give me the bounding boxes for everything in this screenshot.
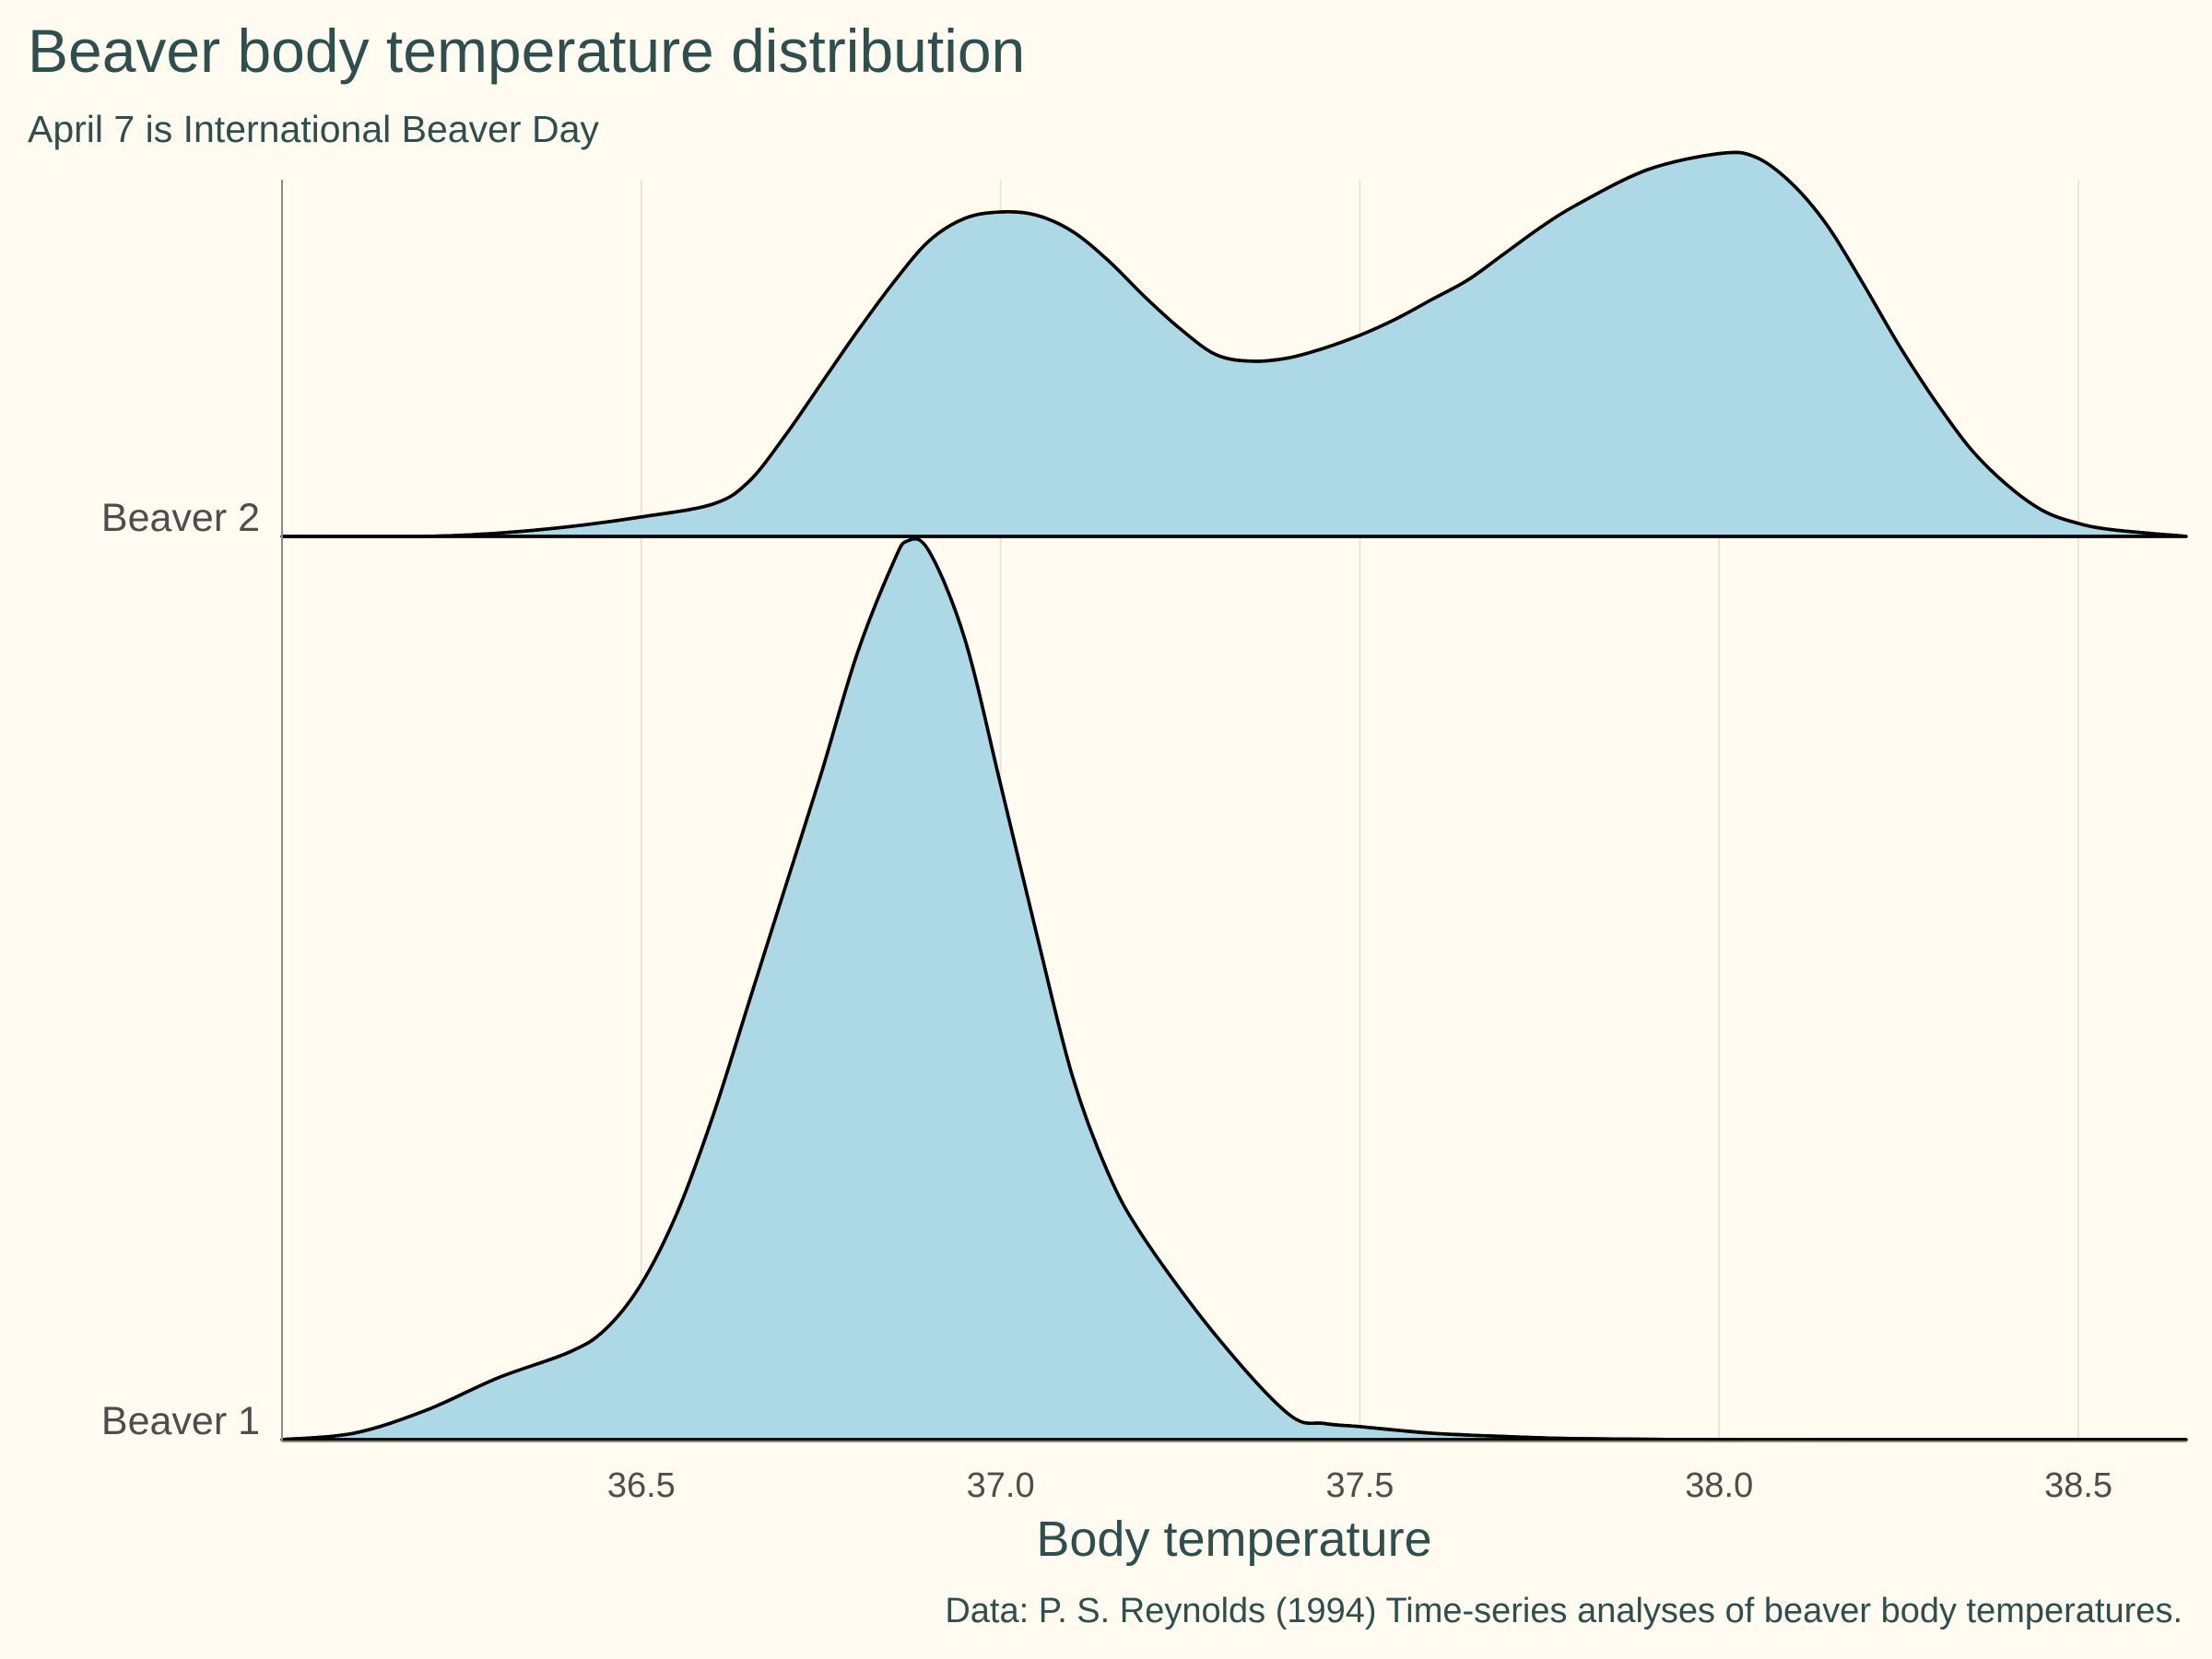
x-tick-1: 37.0 (967, 1466, 1035, 1505)
ridge-beaver-1 (280, 536, 2188, 1441)
x-tick-4: 38.5 (2044, 1466, 2112, 1505)
x-tick-2: 37.5 (1325, 1466, 1394, 1505)
chart-title: Beaver body temperature distribution (28, 17, 1025, 85)
ridge-outline-beaver-2 (281, 150, 2187, 539)
ridge-beaver-2 (280, 150, 2188, 539)
x-tick-labels: 36.5 37.0 37.5 38.0 38.5 (607, 1466, 2112, 1505)
density-ridges (280, 150, 2188, 1441)
ridge-outline-beaver-1 (281, 536, 2186, 1441)
chart-subtitle: April 7 is International Beaver Day (28, 108, 599, 150)
x-tick-3: 38.0 (1685, 1466, 1753, 1505)
x-tick-0: 36.5 (607, 1466, 676, 1505)
y-tick-beaver-2: Beaver 2 (101, 496, 260, 540)
chart-caption: Data: P. S. Reynolds (1994) Time-series … (945, 1592, 2183, 1630)
y-tick-labels: Beaver 1 Beaver 2 (101, 496, 260, 1443)
x-axis-label: Body temperature (1036, 1512, 1431, 1567)
y-tick-beaver-1: Beaver 1 (101, 1399, 260, 1443)
